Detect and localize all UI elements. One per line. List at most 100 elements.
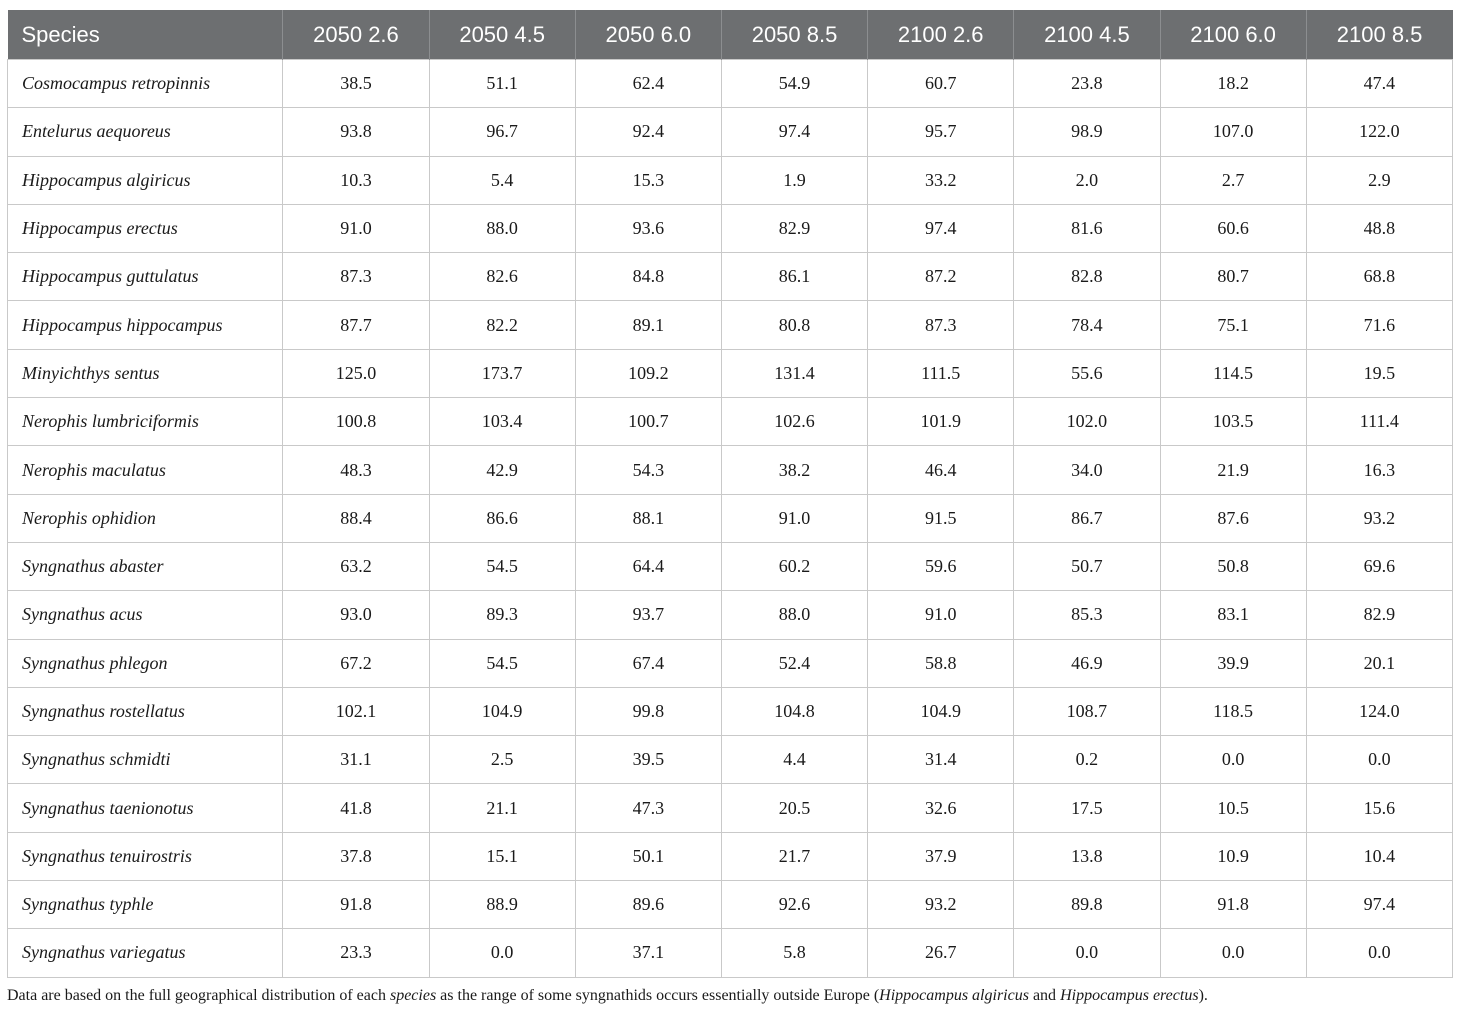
value-cell: 87.7 <box>282 300 430 350</box>
value-cell: 60.7 <box>867 58 1015 109</box>
value-cell: 23.8 <box>1013 58 1161 109</box>
value-cell: 91.8 <box>1159 880 1307 930</box>
value-cell: 102.0 <box>1013 397 1161 447</box>
species-range-table: Species 2050 2.6 2050 4.5 2050 6.0 2050 8.5 2… <box>6 10 1454 978</box>
value-cell: 20.5 <box>720 783 869 833</box>
value-cell: 19.5 <box>1305 348 1454 399</box>
value-cell: 59.6 <box>867 541 1015 592</box>
value-cell: 68.8 <box>1305 252 1454 302</box>
species-name-cell: Hippocampus erectus <box>6 203 284 254</box>
value-cell: 31.4 <box>867 735 1015 785</box>
value-cell: 46.9 <box>1013 638 1161 688</box>
value-cell: 16.3 <box>1305 445 1454 495</box>
species-name-cell: Syngnathus phlegon <box>6 638 284 688</box>
value-cell: 4.4 <box>720 735 869 785</box>
value-cell: 37.9 <box>867 831 1015 882</box>
value-cell: 10.3 <box>282 155 430 205</box>
value-cell: 111.4 <box>1305 397 1454 447</box>
species-name-cell: Syngnathus taenionotus <box>6 783 284 833</box>
value-cell: 31.1 <box>282 735 430 785</box>
species-name-cell: Syngnathus rostellatus <box>6 686 284 737</box>
value-cell: 86.1 <box>720 252 869 302</box>
value-cell: 21.1 <box>428 783 576 833</box>
value-cell: 15.6 <box>1305 783 1454 833</box>
value-cell: 10.4 <box>1305 831 1454 882</box>
value-cell: 81.6 <box>1013 203 1161 254</box>
value-cell: 18.2 <box>1159 58 1307 109</box>
value-cell: 88.4 <box>282 493 430 543</box>
value-cell: 87.2 <box>867 252 1015 302</box>
value-cell: 54.3 <box>574 445 722 495</box>
value-cell: 103.5 <box>1159 397 1307 447</box>
value-cell: 67.2 <box>282 638 430 688</box>
value-cell: 88.0 <box>428 203 576 254</box>
value-cell: 88.0 <box>720 590 869 640</box>
column-header: 2050 4.5 <box>428 10 576 60</box>
value-cell: 0.0 <box>428 928 576 978</box>
value-cell: 89.3 <box>428 590 576 640</box>
value-cell: 51.1 <box>428 58 576 109</box>
value-cell: 93.2 <box>1305 493 1454 543</box>
value-cell: 87.6 <box>1159 493 1307 543</box>
table-row: Hippocampus erectus 91.0 88.0 93.6 82.9 97.4 8… <box>6 203 1454 254</box>
value-cell: 39.9 <box>1159 638 1307 688</box>
value-cell: 52.4 <box>720 638 869 688</box>
column-header: 2050 2.6 <box>282 10 430 60</box>
species-name-cell: Nerophis maculatus <box>6 445 284 495</box>
value-cell: 87.3 <box>867 300 1015 350</box>
value-cell: 33.2 <box>867 155 1015 205</box>
value-cell: 93.0 <box>282 590 430 640</box>
value-cell: 21.7 <box>720 831 869 882</box>
value-cell: 125.0 <box>282 348 430 399</box>
value-cell: 47.3 <box>574 783 722 833</box>
table-row: Minyichthys sentus 125.0 173.7 109.2 131.4 11… <box>6 348 1454 399</box>
value-cell: 86.7 <box>1013 493 1161 543</box>
value-cell: 173.7 <box>428 348 576 399</box>
value-cell: 82.8 <box>1013 252 1161 302</box>
value-cell: 88.9 <box>428 880 576 930</box>
column-header: 2050 6.0 <box>574 10 722 60</box>
footnote-italic: Hippocampus erectus <box>1060 987 1199 1004</box>
value-cell: 93.7 <box>574 590 722 640</box>
value-cell: 91.8 <box>282 880 430 930</box>
column-header-species: Species <box>7 10 283 60</box>
value-cell: 58.8 <box>867 638 1015 688</box>
value-cell: 37.1 <box>574 928 722 978</box>
value-cell: 38.5 <box>282 58 430 109</box>
species-name-cell: Syngnathus schmidti <box>6 735 284 785</box>
value-cell: 60.2 <box>720 541 869 592</box>
value-cell: 88.1 <box>574 493 722 543</box>
value-cell: 60.6 <box>1159 203 1307 254</box>
value-cell: 67.4 <box>574 638 722 688</box>
value-cell: 118.5 <box>1159 686 1307 737</box>
value-cell: 82.6 <box>428 252 576 302</box>
value-cell: 99.8 <box>574 686 722 737</box>
value-cell: 93.2 <box>867 880 1015 930</box>
footnote-text: as the range of some syngnathids occurs … <box>436 987 880 1004</box>
value-cell: 95.7 <box>867 107 1015 157</box>
footnote-text: and <box>1028 987 1061 1004</box>
value-cell: 50.1 <box>574 831 722 882</box>
value-cell: 93.8 <box>282 107 430 157</box>
value-cell: 96.7 <box>428 107 576 157</box>
value-cell: 2.5 <box>428 735 576 785</box>
table-row: Nerophis ophidion 88.4 86.6 88.1 91.0 91.5 86.… <box>6 493 1454 543</box>
footnote-italic: species <box>389 987 437 1004</box>
species-name-cell: Hippocampus guttulatus <box>6 252 284 302</box>
table-row: Cosmocampus retropinnis 38.5 51.1 62.4 54.9 6… <box>6 58 1454 109</box>
column-header: 2100 8.5 <box>1305 10 1453 60</box>
species-name-cell: Syngnathus tenuirostris <box>6 831 284 882</box>
value-cell: 100.7 <box>574 397 722 447</box>
value-cell: 131.4 <box>720 348 869 399</box>
value-cell: 38.2 <box>720 445 869 495</box>
value-cell: 1.9 <box>720 155 869 205</box>
value-cell: 111.5 <box>867 348 1015 399</box>
value-cell: 17.5 <box>1013 783 1161 833</box>
value-cell: 97.4 <box>720 107 869 157</box>
table-row: Syngnathus schmidti 31.1 2.5 39.5 4.4 31.4 0.2… <box>6 735 1454 785</box>
value-cell: 69.6 <box>1305 541 1454 592</box>
table-row: Syngnathus rostellatus 102.1 104.9 99.8 104.… <box>6 686 1454 737</box>
column-header: 2100 4.5 <box>1013 10 1160 60</box>
species-name-cell: Syngnathus typhle <box>6 880 284 930</box>
table-row: Syngnathus taenionotus 41.8 21.1 47.3 20.5 32… <box>6 783 1454 833</box>
